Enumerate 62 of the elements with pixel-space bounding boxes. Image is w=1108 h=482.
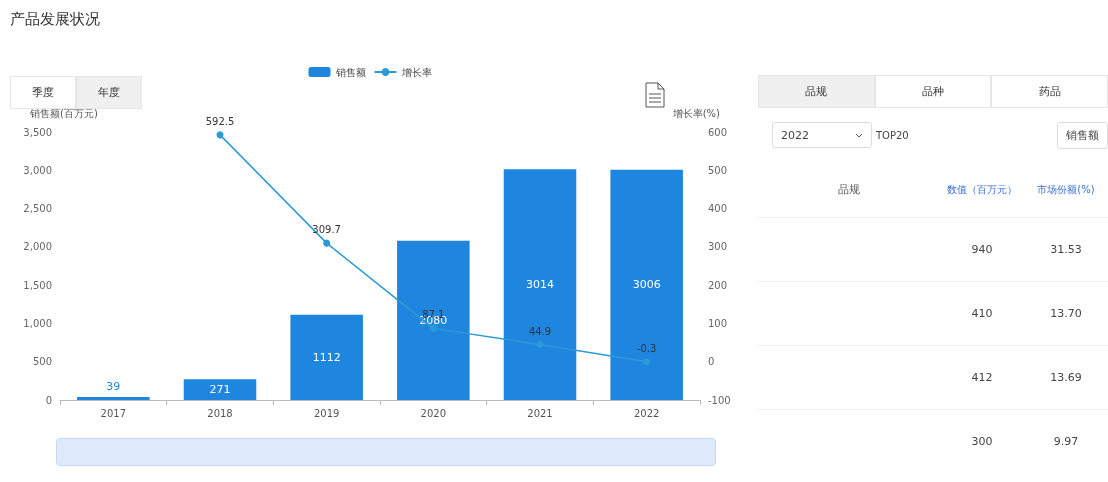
x-tick-label: 2018 bbox=[207, 407, 233, 419]
x-tick-label: 2022 bbox=[633, 407, 660, 419]
year-select: 2022 bbox=[772, 122, 872, 148]
bar bbox=[610, 169, 683, 400]
text: 31.53 bbox=[1049, 242, 1083, 258]
text: 品规 bbox=[837, 182, 861, 198]
x-tick-label: 2021 bbox=[527, 407, 553, 419]
x-tick-label: 2017 bbox=[100, 407, 127, 419]
y2-tick-label: 500 bbox=[708, 164, 728, 176]
y-tick-label: 0 bbox=[45, 394, 52, 406]
y2-tick-label: 400 bbox=[708, 203, 728, 215]
y2-tick-label: 300 bbox=[708, 241, 728, 253]
y-tick-label: 2,500 bbox=[23, 203, 52, 215]
y2-axis-title: 增长率(%) bbox=[671, 107, 721, 119]
data-label: 39 bbox=[106, 380, 121, 394]
text: 品规 bbox=[758, 75, 875, 108]
legend-label: 销售额 bbox=[334, 66, 366, 78]
data-label: -0.3 bbox=[636, 342, 657, 354]
text: 410 bbox=[970, 306, 994, 322]
y-tick-label: 1,500 bbox=[23, 279, 52, 291]
y-tick-label: 3,000 bbox=[23, 164, 52, 176]
text: 412 bbox=[970, 370, 994, 386]
y2-tick-label: 0 bbox=[708, 356, 715, 368]
text: 年度 bbox=[76, 76, 142, 109]
bar bbox=[503, 169, 577, 400]
bar bbox=[290, 314, 363, 400]
data-label: 271 bbox=[209, 383, 231, 397]
text: TOP20 bbox=[876, 129, 909, 141]
text: 940 bbox=[970, 242, 994, 258]
data-label: 3014 bbox=[526, 278, 554, 292]
point bbox=[323, 239, 331, 247]
text: 季度 bbox=[10, 76, 76, 109]
y-tick-label: 1,000 bbox=[23, 317, 52, 329]
data-label: 44.9 bbox=[528, 325, 552, 337]
text: 9.97 bbox=[1052, 434, 1080, 451]
text: 品种 bbox=[874, 75, 992, 108]
text: 药品 bbox=[991, 75, 1108, 108]
data-label: 1112 bbox=[312, 350, 341, 364]
y-tick-label: 3,500 bbox=[23, 126, 52, 138]
y-tick-label: 2,000 bbox=[23, 241, 52, 253]
data-label: 592.5 bbox=[205, 115, 235, 127]
text: 13.70 bbox=[1049, 306, 1083, 322]
y2-tick-label: -100 bbox=[708, 394, 731, 406]
bar bbox=[77, 397, 150, 400]
data-label: 309.7 bbox=[312, 224, 341, 236]
text: 数值（百万元） bbox=[946, 182, 1018, 197]
text: 市场份额(%) bbox=[1036, 182, 1096, 197]
y2-tick-label: 100 bbox=[708, 317, 728, 329]
text: 300 bbox=[970, 434, 994, 451]
text: 销售额 bbox=[1057, 121, 1108, 149]
y2-tick-label: 600 bbox=[708, 126, 728, 138]
chart-title: 产品发展状况 bbox=[10, 10, 100, 29]
bar bbox=[397, 240, 470, 400]
x-tick-label: 2019 bbox=[313, 407, 340, 419]
y-axis-title: 销售额(百万元) bbox=[29, 107, 98, 119]
x-tick-label: 2020 bbox=[420, 407, 447, 419]
y-tick-label: 500 bbox=[32, 356, 52, 368]
text: 13.69 bbox=[1049, 370, 1083, 386]
bar bbox=[183, 379, 257, 400]
legend-label: 增长率 bbox=[400, 66, 432, 78]
y2-tick-label: 200 bbox=[708, 279, 728, 291]
data-label: 3006 bbox=[632, 278, 661, 292]
